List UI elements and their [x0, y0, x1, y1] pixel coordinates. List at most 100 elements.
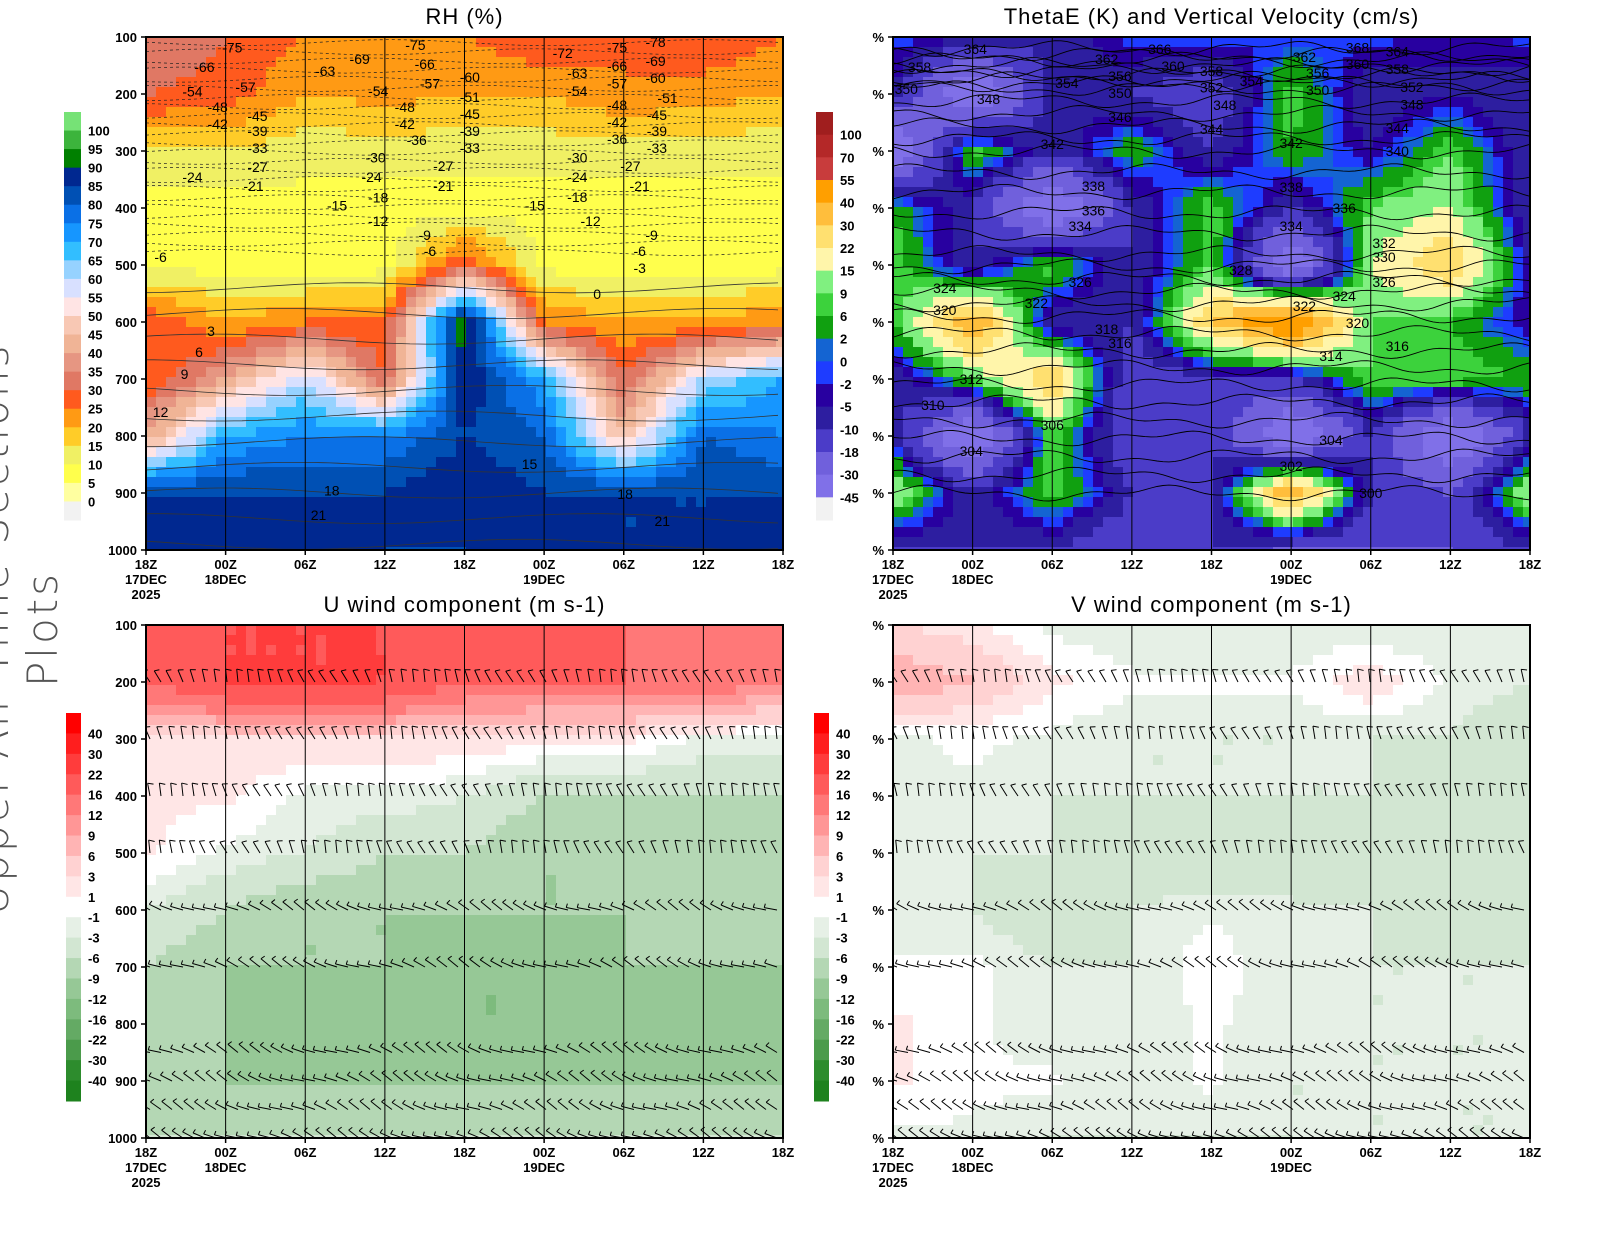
heat-cell [246, 37, 257, 48]
heat-cell [776, 507, 783, 518]
heat-cell [1163, 167, 1174, 178]
colorbar-swatch [64, 408, 81, 428]
heat-cell [1143, 127, 1154, 138]
heat-cell [396, 107, 407, 118]
heat-cell [1423, 157, 1434, 168]
heat-cell [446, 267, 457, 278]
heat-cell [776, 527, 783, 538]
heat-cell [356, 467, 367, 478]
heat-cell [1373, 37, 1384, 48]
heat-cell [656, 97, 667, 108]
heat-cell [736, 287, 747, 298]
heat-cell [316, 67, 327, 78]
heat-cell [596, 477, 607, 488]
heat-cell [246, 267, 257, 278]
heat-cell [1173, 137, 1184, 148]
heat-cell [1203, 37, 1214, 48]
heat-cell [676, 257, 687, 268]
heat-cell [1013, 77, 1024, 88]
heat-cell [1483, 107, 1494, 118]
heat-cell [923, 107, 934, 118]
heat-cell [1103, 37, 1114, 48]
heat-cell [1463, 177, 1474, 188]
heat-cell [616, 37, 627, 48]
heat-cell [176, 527, 187, 538]
heat-cell [656, 287, 667, 298]
heat-cell [196, 487, 207, 498]
heat-cell [326, 47, 337, 58]
heat-cell [536, 257, 547, 268]
heat-cell [1003, 137, 1014, 148]
heat-cell [1463, 127, 1474, 138]
heat-cell [486, 147, 497, 158]
heat-cell [376, 507, 387, 518]
heat-cell [1423, 87, 1434, 98]
heat-cell [306, 287, 317, 298]
heat-cell [686, 287, 697, 298]
heat-cell [546, 457, 557, 468]
heat-cell [1073, 237, 1084, 248]
heat-cell [1343, 177, 1354, 188]
heat-cell [993, 37, 1004, 48]
heat-cell [606, 397, 617, 408]
heat-cell [1313, 227, 1324, 238]
heat-cell [1323, 117, 1334, 128]
heat-cell [1373, 197, 1384, 208]
heat-cell [686, 317, 697, 328]
heat-cell [626, 527, 637, 538]
heat-cell [1503, 247, 1514, 258]
heat-cell [676, 137, 687, 148]
heat-cell [616, 507, 627, 518]
heat-cell [446, 137, 457, 148]
heat-cell [706, 487, 717, 498]
heat-cell [1243, 127, 1254, 138]
heat-cell [346, 387, 357, 398]
heat-cell [306, 487, 317, 498]
heat-cell [376, 107, 387, 118]
heat-cell [616, 517, 627, 528]
heat-cell [1133, 117, 1144, 128]
heat-cell [1233, 67, 1244, 78]
heat-cell [1223, 167, 1234, 178]
heat-cell [386, 477, 397, 488]
heat-cell [1353, 257, 1364, 268]
heat-cell [326, 407, 337, 418]
heat-cell [1033, 117, 1044, 128]
heat-cell [216, 187, 227, 198]
heat-cell [356, 507, 367, 518]
heat-cell [726, 317, 737, 328]
heat-cell [893, 147, 904, 158]
heat-cell [406, 117, 417, 128]
heat-cell [766, 497, 777, 508]
heat-cell [953, 257, 964, 268]
heat-cell [893, 237, 904, 248]
heat-cell [156, 207, 167, 218]
heat-cell [1313, 217, 1324, 228]
heat-cell [506, 297, 517, 308]
heat-cell [1163, 147, 1174, 158]
heat-cell [1283, 187, 1294, 198]
colorbar-label: 50 [88, 309, 102, 324]
heat-cell [436, 137, 447, 148]
heat-cell [416, 147, 427, 158]
heat-cell [486, 487, 497, 498]
heat-cell [1023, 217, 1034, 228]
heat-cell [776, 427, 783, 438]
heat-cell [336, 447, 347, 458]
heat-cell [726, 287, 737, 298]
heat-cell [696, 277, 707, 288]
heat-cell [436, 227, 447, 238]
heat-cell [616, 127, 627, 138]
heat-cell [1443, 87, 1454, 98]
heat-cell [736, 277, 747, 288]
heat-cell [426, 127, 437, 138]
heat-cell [326, 247, 337, 258]
heat-cell [456, 407, 467, 418]
heat-cell [963, 237, 974, 248]
heat-cell [1343, 147, 1354, 158]
heat-cell [186, 517, 197, 528]
heat-cell [1103, 107, 1114, 118]
heat-cell [676, 177, 687, 188]
heat-cell [963, 47, 974, 58]
heat-cell [466, 217, 477, 228]
